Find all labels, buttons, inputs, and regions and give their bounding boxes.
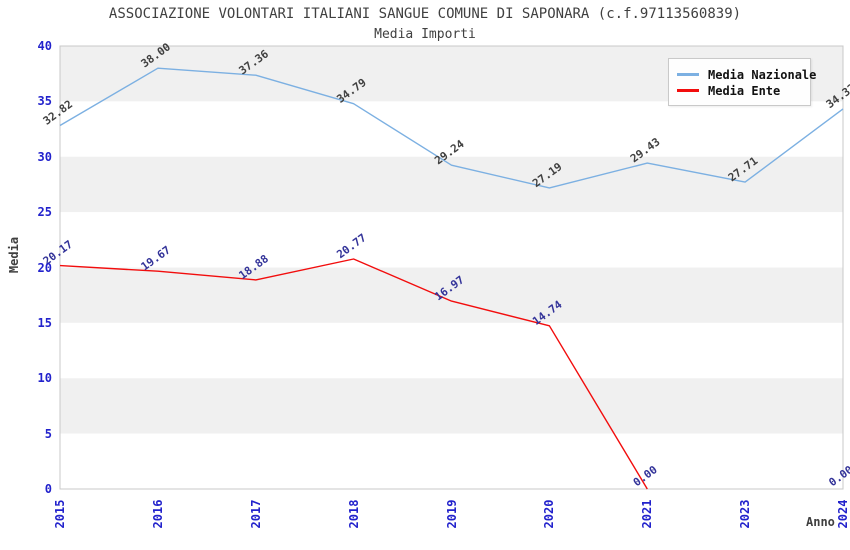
y-tick-label: 35: [37, 94, 52, 109]
y-tick-label: 30: [37, 149, 52, 164]
legend-item-media-ente: Media Ente: [677, 83, 806, 98]
chart-title: ASSOCIAZIONE VOLONTARI ITALIANI SANGUE C…: [108, 6, 742, 22]
plot-band: [60, 433, 843, 489]
series-line-media-nazionale: [59, 67, 844, 189]
plot-band: [60, 156, 843, 213]
x-tick-label: 2023: [738, 499, 753, 529]
y-tick-label: 5: [44, 426, 52, 441]
y-tick-label: 25: [37, 205, 52, 220]
legend: Media Nazionale Media Ente: [668, 58, 816, 106]
x-axis-title: Anno: [806, 515, 835, 529]
x-tick-label: 2018: [346, 499, 361, 529]
plot-band: [60, 267, 843, 323]
legend-swatch-icon: [677, 73, 699, 76]
y-tick-label: 0: [44, 482, 52, 496]
legend-label: Media Ente: [708, 83, 781, 98]
x-tick-label: 2024: [836, 499, 850, 529]
plot-band: [60, 378, 843, 434]
legend-swatch-icon: [677, 89, 699, 92]
x-tick-label: 2016: [150, 499, 165, 529]
legend-label: Media Nazionale: [708, 67, 817, 82]
chart-subtitle: Media Importi: [374, 27, 476, 42]
x-tick-label: 2019: [444, 499, 459, 529]
x-tick-label: 2015: [53, 499, 67, 529]
plot-band: [60, 101, 843, 157]
legend-item-media-nazionale: Media Nazionale: [677, 67, 816, 82]
y-tick-label: 15: [37, 315, 52, 330]
plot-band: [60, 322, 843, 379]
y-tick-label: 40: [37, 39, 52, 53]
y-tick-label: 10: [37, 371, 52, 386]
x-tick-label: 2017: [248, 499, 263, 529]
plot-border: [59, 45, 844, 490]
plot-band: [60, 212, 843, 268]
x-tick-label: 2021: [640, 499, 655, 529]
y-tick-label: 20: [37, 260, 52, 275]
x-tick-label: 2020: [542, 499, 557, 529]
